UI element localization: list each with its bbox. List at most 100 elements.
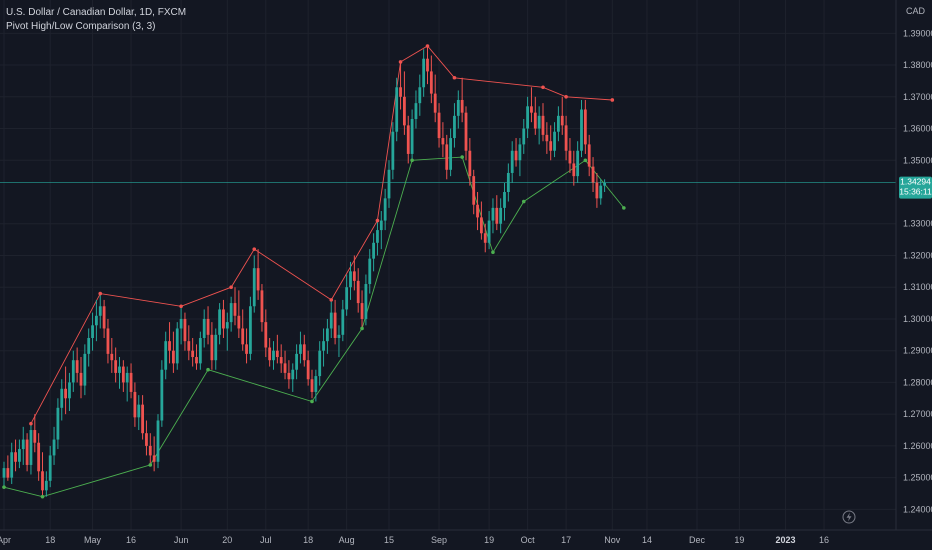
candle-body: [264, 322, 268, 348]
candle: [441, 122, 445, 158]
candle-body: [183, 318, 187, 342]
candle-body: [37, 442, 41, 472]
candle: [476, 192, 479, 231]
candle: [456, 90, 460, 129]
lightning-icon[interactable]: [842, 510, 856, 524]
candle-body: [102, 306, 106, 329]
candle: [352, 255, 356, 291]
candle: [406, 115, 410, 164]
candle-body: [164, 341, 168, 370]
candle: [275, 334, 279, 364]
candle-body: [202, 318, 206, 338]
candle-body: [541, 115, 545, 135]
candle-body: [75, 360, 79, 373]
candle-body: [18, 449, 21, 462]
x-tick-label: 16: [819, 535, 829, 545]
candle: [60, 379, 64, 421]
candle: [14, 439, 17, 472]
candle: [510, 141, 514, 183]
time-axis-panel[interactable]: [0, 530, 932, 550]
candle-body: [287, 372, 291, 380]
pivot-low-marker: [148, 463, 153, 467]
candle-body: [114, 360, 118, 373]
pivot-high-marker: [425, 44, 430, 48]
candle: [218, 303, 221, 345]
x-tick-label: 14: [642, 535, 652, 545]
candle: [364, 274, 368, 326]
candle: [291, 363, 295, 392]
pivot-low-marker: [310, 399, 314, 404]
candle-body: [437, 112, 441, 139]
grid: [0, 0, 896, 530]
candle-body: [580, 109, 583, 151]
y-tick-label: 1.25000: [903, 473, 932, 483]
candle-body: [56, 407, 60, 440]
candle-body: [460, 99, 464, 113]
candle: [256, 249, 260, 300]
candle: [345, 274, 349, 316]
candle: [245, 328, 248, 364]
candle-body: [406, 125, 410, 154]
candle-body: [249, 306, 252, 354]
candle-body: [291, 369, 295, 380]
pivot-low-marker: [360, 326, 364, 331]
pivot-low-marker: [2, 485, 6, 489]
candle: [141, 395, 144, 440]
candle-body: [237, 315, 241, 329]
candle-body: [106, 328, 110, 354]
candle-body: [337, 334, 341, 338]
candle-body: [295, 353, 298, 370]
pivot-low-line: [3, 156, 625, 498]
price-axis-panel[interactable]: [896, 0, 932, 530]
y-tick-label: 1.26000: [903, 441, 932, 451]
symbol-title: U.S. Dollar / Canadian Dollar, 1D, FXCM: [6, 7, 187, 18]
candle: [468, 138, 472, 186]
candle: [580, 99, 583, 158]
x-tick-label: 18: [303, 535, 313, 545]
candle: [272, 341, 275, 370]
candle: [206, 306, 210, 345]
candle-body: [25, 439, 29, 465]
candle-body: [491, 207, 495, 221]
last-price-badge: 1.34294 15:36:11: [899, 176, 932, 199]
candle-body: [483, 233, 487, 243]
candle: [129, 363, 133, 399]
candle-body: [272, 350, 275, 361]
candle: [222, 299, 225, 338]
candle: [64, 366, 67, 415]
candle: [110, 337, 114, 373]
x-tick-label: 20: [222, 535, 232, 545]
candle: [599, 179, 603, 205]
candle: [56, 398, 60, 450]
candle: [310, 369, 314, 399]
pivot-low-marker: [583, 158, 588, 163]
pivot-low-marker: [521, 199, 526, 204]
candle: [83, 344, 87, 396]
candle: [368, 249, 372, 294]
candle: [495, 195, 499, 231]
candle-body: [522, 128, 526, 145]
candle-body: [591, 166, 595, 183]
candle-body: [495, 207, 499, 224]
x-tick-label: 18: [45, 535, 55, 545]
candle-body: [345, 287, 349, 310]
candle: [429, 55, 433, 104]
candle: [52, 426, 56, 465]
candle-body: [279, 357, 283, 364]
candle-body: [583, 109, 587, 145]
pivot-low-marker: [410, 158, 414, 163]
candle: [537, 106, 541, 145]
candle-body: [445, 144, 449, 170]
pivot-high-marker: [179, 304, 183, 309]
candle-body: [198, 337, 202, 364]
candle: [71, 350, 75, 392]
candle-body: [576, 150, 580, 177]
candle-body: [560, 115, 564, 126]
candle-body: [449, 138, 452, 170]
candle-body: [314, 376, 318, 392]
candle-body: [364, 284, 368, 319]
candle: [399, 61, 402, 110]
candle: [418, 74, 422, 116]
candle: [33, 414, 37, 453]
